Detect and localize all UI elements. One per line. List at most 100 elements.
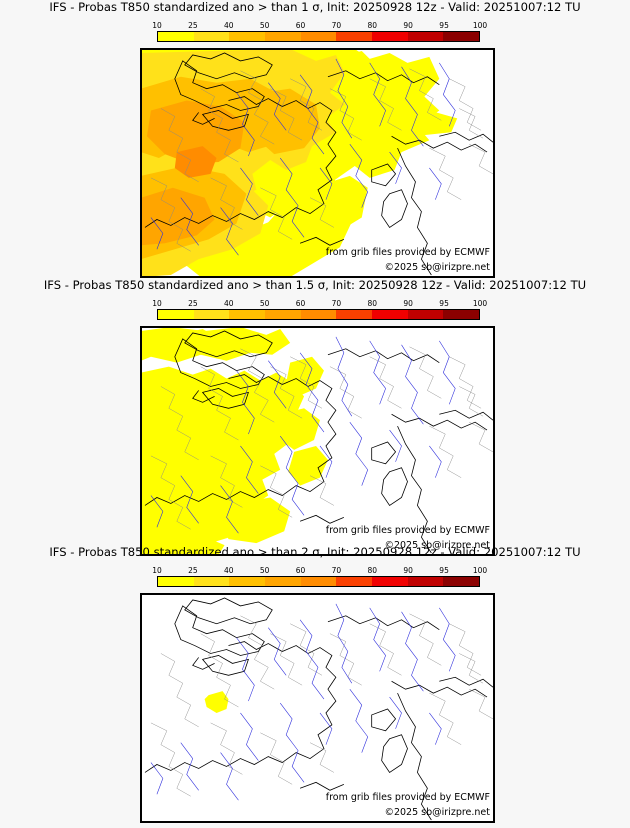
- colorbar-segment: [229, 310, 266, 319]
- panel-1-sigma: IFS - Probas T850 standardized ano > tha…: [0, 0, 630, 278]
- colorbar-tick: 60: [295, 299, 306, 308]
- colorbar-segment: [443, 577, 480, 586]
- panel-title: IFS - Probas T850 standardized ano > tha…: [49, 0, 581, 14]
- colorbar-segment: [372, 310, 408, 319]
- colorbar: 10 25 40 50 60 70 80 90 95 100: [152, 21, 487, 42]
- colorbar-segment: [407, 310, 444, 319]
- panel-1p5-sigma: IFS - Probas T850 standardized ano > tha…: [0, 278, 630, 556]
- prob-region-50: [146, 100, 245, 164]
- colorbar-segment: [372, 32, 408, 41]
- colorbar-segment: [265, 32, 301, 41]
- colorbar-tick: 90: [403, 21, 413, 30]
- colorbar-segment: [300, 310, 337, 319]
- rivers: [150, 336, 456, 534]
- attribution-copyright: ©2025 sb@irizpre.net: [384, 262, 490, 273]
- colorbar-segment: [193, 577, 230, 586]
- colorbar-tick: 25: [188, 566, 198, 575]
- map-1-sigma[interactable]: from grib files provided by ECMWF ©2025 …: [140, 48, 495, 278]
- colorbar-segment: [407, 577, 444, 586]
- rivers: [150, 603, 456, 801]
- prob-region-10h: [172, 328, 221, 357]
- colorbar-tick: 80: [367, 21, 378, 30]
- prob-region-10d: [339, 50, 372, 71]
- colorbar-tick: 40: [223, 299, 234, 308]
- panel-title: IFS - Probas T850 standardized ano > tha…: [49, 545, 581, 559]
- colorbar-tick: 95: [439, 299, 449, 308]
- colorbar-tick: 40: [223, 566, 234, 575]
- administrative-borders: [150, 68, 494, 252]
- panel-title: IFS - Probas T850 standardized ano > tha…: [43, 278, 587, 292]
- colorbar-ticks: 10 25 40 50 60 70 80 90 95 100: [152, 21, 487, 32]
- prob-region-10e: [288, 445, 328, 486]
- prob-region-10g: [150, 533, 225, 555]
- attribution-source: from grib files provided by ECMWF: [325, 247, 490, 258]
- colorbar-tick: 25: [188, 299, 198, 308]
- map-canvas: [141, 594, 494, 822]
- colorbar-segment: [443, 310, 480, 319]
- map-canvas: [141, 49, 494, 277]
- colorbar-tick: 40: [223, 21, 234, 30]
- coastlines: [144, 597, 494, 821]
- colorbar-segment: [193, 32, 230, 41]
- colorbar-tick: 90: [403, 566, 413, 575]
- colorbar-segment: [229, 32, 266, 41]
- prob-region-10h: [284, 191, 354, 254]
- administrative-borders: [150, 346, 494, 530]
- prob-region-10e: [353, 88, 398, 115]
- colorbar-tick: 80: [367, 566, 378, 575]
- colorbar: 10 25 40 50 60 70 80 90 95 100: [152, 566, 487, 587]
- map-1p5-sigma[interactable]: from grib files provided by ECMWF ©2025 …: [140, 326, 495, 556]
- colorbar: 10 25 40 50 60 70 80 90 95 100: [152, 299, 487, 320]
- attribution-copyright: ©2025 sb@irizpre.net: [384, 540, 490, 551]
- colorbar-tick: 50: [259, 566, 270, 575]
- administrative-borders: [150, 613, 494, 797]
- prob-region-10b: [141, 366, 305, 555]
- colorbar-tick: 50: [259, 21, 270, 30]
- prob-region-10f: [385, 110, 458, 137]
- colorbar-tick: 100: [472, 566, 488, 575]
- colorbar-tick: 80: [367, 299, 378, 308]
- prob-region-10g: [351, 122, 392, 149]
- colorbar-segment: [193, 310, 230, 319]
- colorbar-tick: 100: [472, 21, 488, 30]
- colorbar-ticks: 10 25 40 50 60 70 80 90 95 100: [152, 299, 487, 310]
- colorbar-gradient: [157, 31, 480, 42]
- rivers: [150, 58, 456, 256]
- panel-2-sigma: IFS - Probas T850 standardized ano > tha…: [0, 545, 630, 828]
- attribution-source: from grib files provided by ECMWF: [325, 792, 490, 803]
- colorbar-tick: 10: [152, 566, 162, 575]
- colorbar-tick: 100: [472, 299, 488, 308]
- colorbar-segment: [158, 577, 194, 586]
- colorbar-segment: [407, 32, 444, 41]
- map-2-sigma[interactable]: from grib files provided by ECMWF ©2025 …: [140, 593, 495, 823]
- attribution-source: from grib files provided by ECMWF: [325, 525, 490, 536]
- prob-region-10d: [278, 408, 320, 450]
- colorbar-tick: 60: [295, 21, 306, 30]
- map-canvas: [141, 327, 494, 555]
- colorbar-tick: 90: [403, 299, 413, 308]
- colorbar-segment: [336, 32, 373, 41]
- colorbar-segment: [158, 310, 194, 319]
- colorbar-tick: 60: [295, 566, 306, 575]
- colorbar-segment: [300, 577, 337, 586]
- colorbar-segment: [229, 577, 266, 586]
- colorbar-tick: 95: [439, 566, 449, 575]
- colorbar-segment: [300, 32, 337, 41]
- colorbar-tick: 70: [331, 299, 342, 308]
- colorbar-tick: 95: [439, 21, 449, 30]
- coastlines: [144, 52, 494, 276]
- prob-region-60: [174, 146, 217, 178]
- colorbar-tick: 50: [259, 299, 270, 308]
- colorbar-tick: 70: [331, 566, 342, 575]
- colorbar-segment: [336, 577, 373, 586]
- colorbar-segment: [336, 310, 373, 319]
- colorbar-gradient: [157, 576, 480, 587]
- colorbar-segment: [158, 32, 194, 41]
- colorbar-segment: [265, 310, 301, 319]
- colorbar-tick: 10: [152, 21, 162, 30]
- prob-region-50b: [141, 187, 215, 246]
- prob-region-10: [204, 691, 229, 713]
- colorbar-ticks: 10 25 40 50 60 70 80 90 95 100: [152, 566, 487, 577]
- prob-region-10c: [286, 356, 324, 397]
- colorbar-tick: 25: [188, 21, 198, 30]
